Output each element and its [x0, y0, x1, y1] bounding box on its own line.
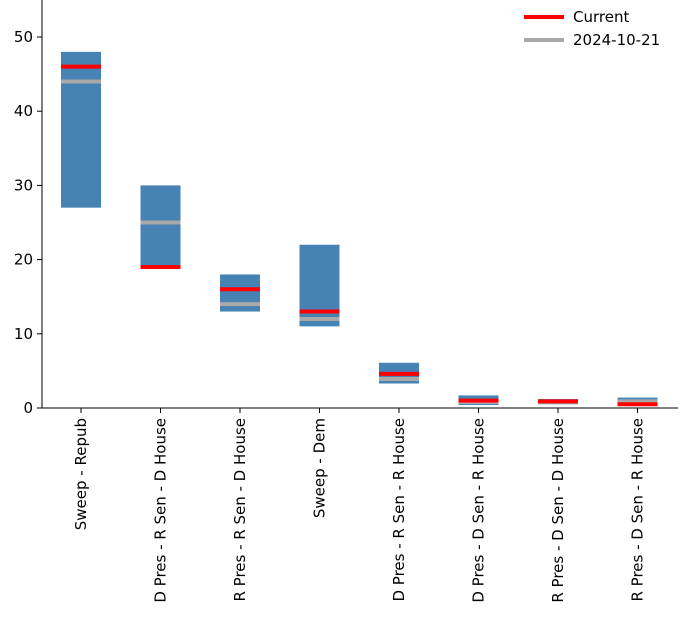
range-bar — [61, 51, 101, 208]
x-ticks: Sweep - Repub D Pres - R Sen - D House R P… — [72, 408, 647, 603]
y-tick-label: 20 — [14, 251, 33, 269]
axes — [41, 0, 678, 409]
legend-label-previous: 2024-10-21 — [573, 31, 660, 49]
x-tick-label: D Pres - D Sen - R House — [470, 418, 488, 603]
y-ticks: 0 10 20 30 40 50 — [14, 28, 42, 417]
y-tick-label: 10 — [14, 325, 33, 343]
range-bar — [299, 244, 340, 327]
x-tick-label: R Pres - D Sen - R House — [629, 418, 647, 602]
x-tick-label: R Pres - D Sen - D House — [549, 418, 567, 603]
legend: Current 2024-10-21 — [524, 8, 660, 49]
x-tick-label: D Pres - R Sen - R House — [390, 418, 408, 602]
y-tick-label: 0 — [23, 399, 33, 417]
y-tick-label: 30 — [14, 176, 33, 194]
y-tick-label: 40 — [14, 102, 33, 120]
x-tick-label: Sweep - Repub — [72, 418, 90, 530]
x-tick-label: Sweep - Dem — [311, 418, 329, 518]
legend-label-current: Current — [573, 8, 629, 26]
y-tick-label: 50 — [14, 28, 33, 46]
markers — [61, 64, 658, 407]
range-bar — [140, 185, 181, 268]
x-tick-label: D Pres - R Sen - D House — [152, 418, 170, 603]
x-tick-label: R Pres - R Sen - D House — [231, 418, 249, 602]
range-bars — [61, 51, 658, 406]
